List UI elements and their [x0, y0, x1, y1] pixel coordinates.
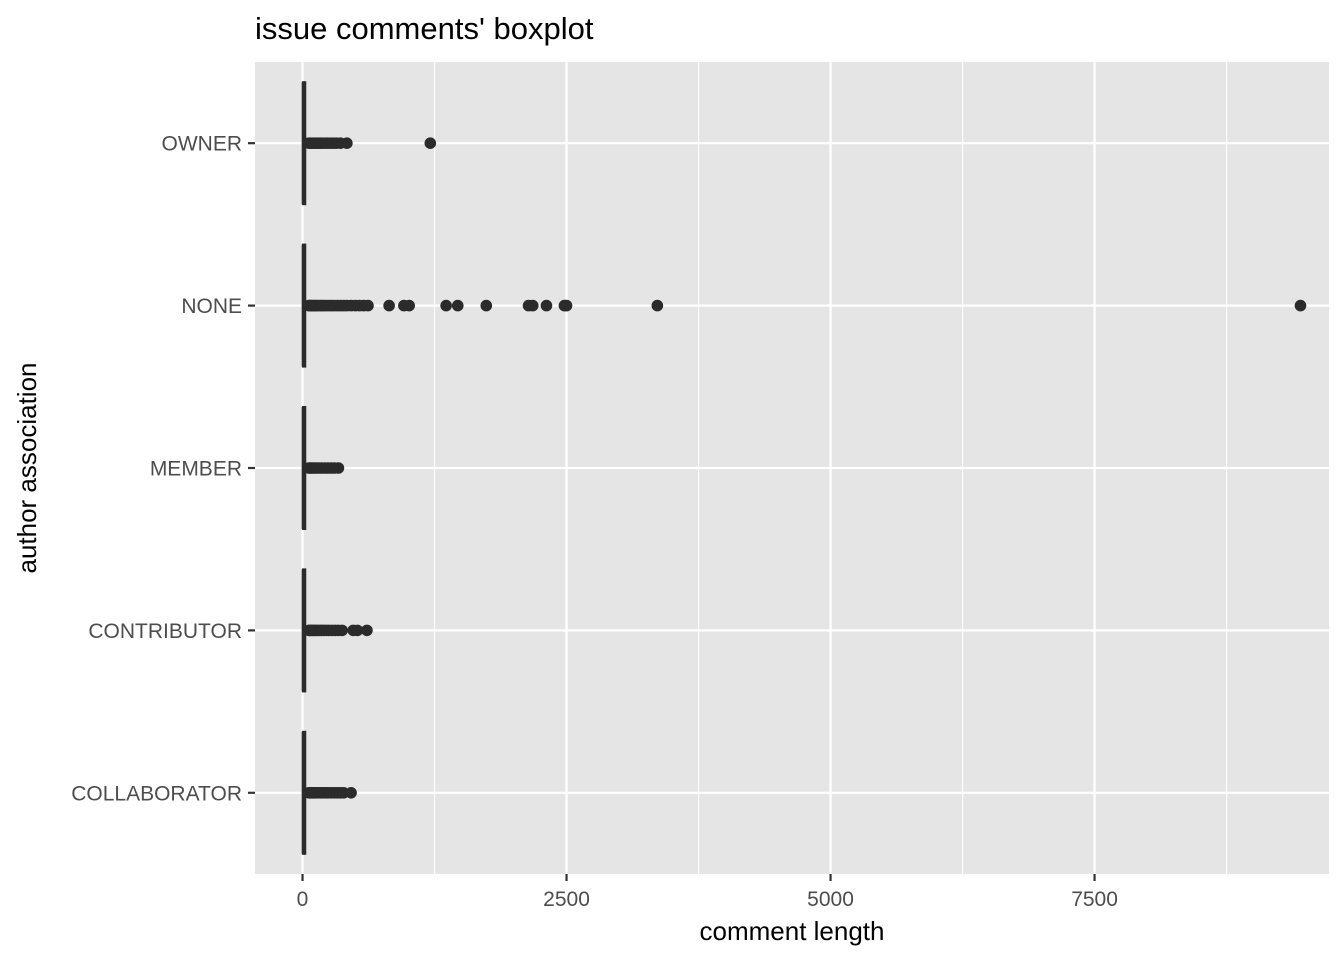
boxplots — [301, 81, 1307, 855]
x-tick-label: 7500 — [1071, 888, 1118, 911]
outlier-point — [332, 462, 345, 474]
x-tick-label: 0 — [297, 888, 309, 911]
outlier-point — [383, 299, 395, 312]
outlier-point — [403, 299, 415, 312]
outlier-point — [362, 299, 374, 312]
x-tick-label: 5000 — [807, 888, 854, 911]
outlier-point — [345, 787, 357, 799]
y-tick-label: NONE — [181, 295, 242, 318]
y-axis: COLLABORATOR CONTRIBUTOR MEMBER NONE OWNER — [71, 133, 255, 805]
grid-major-lines — [255, 62, 1329, 874]
outlier-point — [341, 137, 353, 149]
y-axis-title: author association — [12, 362, 42, 573]
outlier-point — [651, 299, 664, 312]
outlier-point — [440, 299, 452, 312]
x-axis: 0 2500 5000 7500 — [297, 874, 1118, 911]
outlier-point — [526, 299, 539, 312]
y-tick-label: COLLABORATOR — [71, 782, 242, 805]
y-tick-label: MEMBER — [150, 458, 242, 481]
chart-title: issue comments' boxplot — [255, 11, 594, 46]
outlier-point — [424, 137, 437, 149]
y-tick-label: CONTRIBUTOR — [88, 620, 242, 643]
outlier-point — [351, 624, 364, 637]
outlier-point — [480, 299, 493, 312]
outlier-point — [451, 299, 464, 312]
x-axis-title: comment length — [700, 916, 885, 946]
outlier-point — [361, 624, 373, 637]
x-tick-label: 2500 — [543, 888, 590, 911]
outlier-point — [540, 299, 553, 312]
outlier-point — [336, 624, 348, 637]
outlier-point — [1294, 299, 1307, 312]
outlier-point — [560, 299, 573, 312]
y-tick-label: OWNER — [162, 133, 243, 156]
